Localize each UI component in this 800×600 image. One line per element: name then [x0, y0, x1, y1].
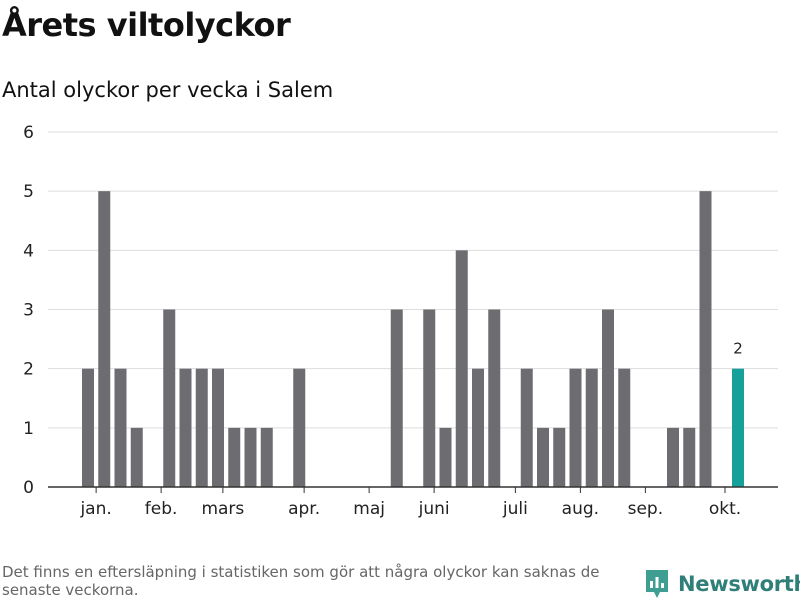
y-tick-label: 5	[23, 182, 34, 202]
y-tick-label: 6	[23, 123, 34, 143]
bar	[585, 368, 598, 487]
x-tick-label: maj	[353, 499, 385, 519]
bar	[520, 368, 533, 487]
x-axis-ticks: jan. feb. mars apr. maj juni juli aug. sep. okt.	[79, 487, 741, 519]
x-tick-label: feb.	[145, 499, 178, 519]
bar	[260, 427, 273, 487]
footnote: Det finns en eftersläpning i statistiken…	[2, 563, 600, 599]
y-tick-label: 0	[23, 478, 34, 498]
bar-latest-week	[732, 368, 744, 487]
bar	[114, 368, 127, 487]
bar	[179, 368, 192, 487]
bar	[683, 427, 696, 487]
bar	[472, 368, 484, 487]
bar	[553, 427, 566, 487]
bar	[390, 309, 403, 487]
x-tick-label: jan.	[79, 499, 111, 519]
newsworthy-logo[interactable]: Newsworthy	[644, 568, 800, 600]
bar	[98, 191, 111, 487]
y-tick-label: 4	[23, 241, 34, 261]
chart-title: Årets viltolyckor	[2, 6, 291, 44]
bar	[618, 368, 631, 487]
bar-value-label: 2	[733, 340, 743, 358]
brand-name: Newsworthy	[678, 572, 800, 596]
bar	[195, 368, 208, 487]
gridlines	[48, 131, 778, 429]
bar	[244, 427, 257, 487]
bar	[423, 309, 436, 487]
chart-logo-icon	[646, 570, 668, 598]
y-tick-label: 2	[23, 360, 34, 380]
bar	[667, 427, 679, 487]
x-tick-label: juni	[418, 499, 450, 519]
bar	[455, 250, 468, 487]
bar	[228, 427, 241, 487]
bars	[82, 191, 744, 487]
x-tick-label: sep.	[628, 499, 664, 519]
chart-subtitle: Antal olyckor per vecka i Salem	[2, 78, 334, 102]
bar	[439, 427, 452, 487]
x-tick-label: aug.	[562, 499, 599, 519]
bar	[82, 368, 94, 487]
bar	[163, 309, 176, 487]
bar	[488, 309, 501, 487]
bar	[602, 309, 614, 487]
y-axis-ticks: 0 1 2 3 4 5 6	[23, 123, 34, 498]
x-tick-label: juli	[502, 499, 528, 519]
bar	[293, 368, 306, 487]
bar	[537, 427, 549, 487]
data-labels: 2	[733, 340, 743, 358]
bar	[699, 191, 712, 487]
y-tick-label: 3	[23, 301, 34, 321]
x-tick-label: okt.	[709, 499, 741, 519]
y-tick-label: 1	[23, 419, 34, 439]
bar-chart: 0 1 2 3 4 5 6 2 jan. feb. mars apr. maj juni juli aug…	[23, 123, 778, 519]
bar	[212, 368, 224, 487]
bar	[130, 427, 143, 487]
x-tick-label: apr.	[288, 499, 320, 519]
bar	[569, 368, 582, 487]
x-tick-label: mars	[201, 499, 244, 519]
